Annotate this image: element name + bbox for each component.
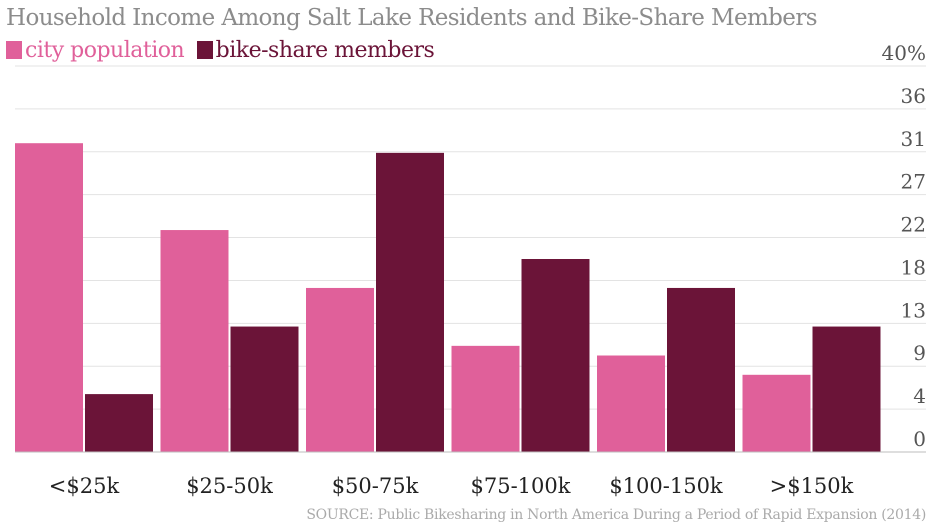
bar-city-population [306,287,374,452]
x-tick-label: $50-75k [332,474,419,498]
legend: city population bike-share members [6,38,440,63]
x-tick-label: $100-150k [609,474,723,498]
x-tick-label: <$25k [49,474,120,498]
y-tick-label: 4 [913,384,926,408]
source-note: SOURCE: Public Bikesharing in North Amer… [306,507,926,523]
bar-bike-share-members [85,394,153,452]
bar-bike-share-members [812,326,881,452]
legend-bike-share-members: bike-share members [196,38,435,63]
x-tick-label: $75-100k [471,474,571,498]
x-tick-label: $25-50k [186,474,273,498]
y-tick-label: 40% [882,41,926,65]
legend-label-bike: bike-share members [215,38,435,63]
legend-city-population: city population [6,38,185,63]
y-tick-label: 36 [901,84,926,108]
bar-bike-share-members [376,152,444,452]
y-tick-label: 22 [901,213,926,237]
y-tick-label: 27 [901,170,926,194]
bar-bike-share-members [230,326,299,452]
bar-city-population [160,230,229,452]
y-tick-label: 31 [901,127,926,151]
legend-swatch-bike [196,41,213,59]
y-tick-label: 13 [901,298,926,322]
x-tick-label: >$150k [770,474,854,498]
bar-city-population [597,355,665,452]
bar-bike-share-members [521,259,590,452]
chart-title: Household Income Among Salt Lake Residen… [6,5,818,31]
bar-city-population [742,374,811,452]
y-tick-label: 9 [913,341,926,365]
legend-swatch-city [6,41,22,59]
bar-city-population [451,345,520,452]
bar-city-population [15,143,83,452]
legend-label-city: city population [25,38,185,63]
bar-bike-share-members [667,287,735,452]
y-tick-label: 18 [901,255,926,279]
y-tick-label: 0 [913,427,926,451]
